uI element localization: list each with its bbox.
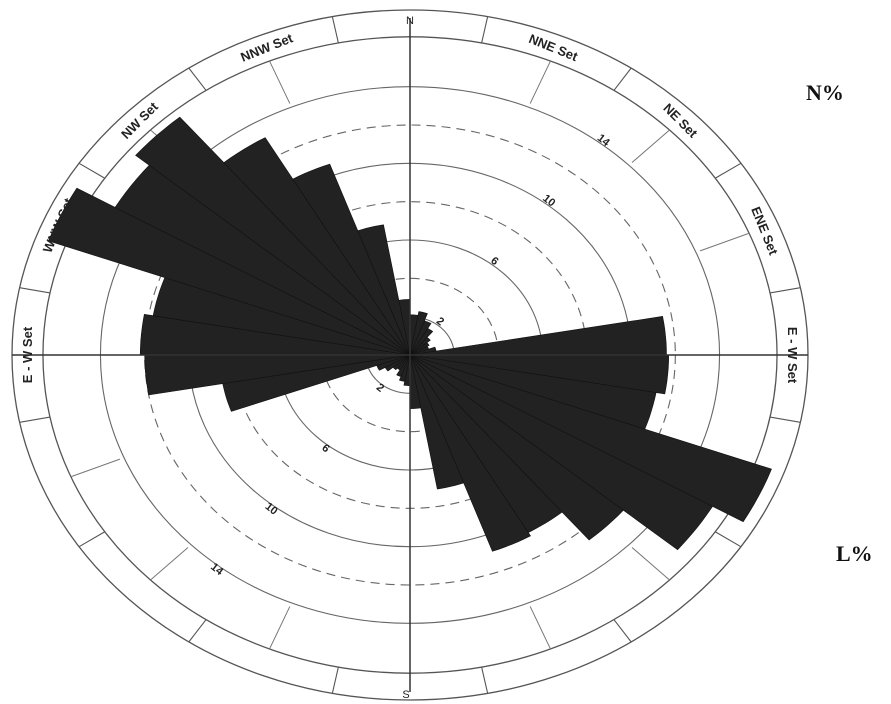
ring-label-upper: 14 — [595, 132, 613, 150]
side-label-top: N% — [806, 80, 844, 105]
tick-spoke — [529, 606, 551, 650]
tick-spoke — [631, 129, 670, 163]
ring-label-lower: 2 — [374, 382, 386, 395]
tick-spoke — [269, 60, 291, 104]
set-divider — [19, 416, 51, 423]
north-label: N — [406, 15, 414, 27]
set-label: NNE Set — [527, 31, 581, 64]
set-divider — [613, 67, 632, 91]
petal — [135, 116, 411, 356]
set-label: E - W Set — [20, 326, 35, 383]
petal — [357, 224, 411, 356]
set-divider — [331, 666, 339, 694]
tick-spoke — [269, 606, 291, 650]
petal — [222, 354, 411, 412]
tick-spoke — [699, 232, 750, 252]
set-divider — [769, 416, 801, 423]
petal — [409, 354, 563, 533]
set-label: ENE Set — [748, 205, 781, 258]
set-divider — [481, 666, 489, 694]
set-label: NE Set — [660, 100, 701, 141]
set-label: NNW Set — [238, 30, 295, 65]
petal — [409, 354, 657, 430]
petal — [409, 354, 772, 523]
tick-spoke — [70, 458, 121, 478]
ring-label-upper: 6 — [488, 255, 500, 268]
set-divider — [769, 287, 801, 294]
ring-label-lower: 6 — [319, 442, 331, 455]
petal — [409, 320, 432, 356]
set-divider — [714, 162, 742, 179]
ring-label-upper: 2 — [434, 315, 446, 328]
ring-label-lower: 14 — [208, 561, 226, 579]
petal — [409, 354, 714, 551]
set-label: NW Set — [118, 99, 161, 142]
set-divider — [78, 531, 106, 548]
cardinal-axes — [12, 18, 808, 692]
petal — [409, 354, 465, 490]
ring-label-lower: 10 — [263, 501, 280, 518]
set-divider — [714, 531, 742, 548]
tick-spoke — [631, 547, 670, 581]
petal — [409, 328, 434, 356]
petals — [48, 116, 772, 552]
petal — [223, 137, 411, 356]
petal — [409, 336, 431, 356]
petal — [409, 354, 531, 552]
petal — [144, 354, 411, 396]
south-label: S — [402, 689, 409, 701]
set-divider — [188, 619, 207, 643]
tick-spoke — [529, 60, 551, 104]
set-divider — [188, 67, 207, 91]
tick-spoke — [150, 547, 189, 581]
petal — [114, 164, 411, 356]
petal — [409, 354, 624, 541]
set-divider — [19, 287, 51, 294]
petal — [292, 163, 411, 356]
side-label-bottom: L% — [836, 541, 873, 566]
direction-labels: NS — [402, 15, 414, 701]
petal — [376, 354, 411, 371]
set-divider — [331, 16, 339, 44]
set-divider — [78, 162, 106, 179]
petal — [409, 316, 667, 356]
set-divider — [613, 619, 632, 643]
petal — [409, 342, 430, 356]
petal — [152, 277, 411, 356]
ring-label-upper: 10 — [540, 192, 557, 209]
petal — [48, 187, 411, 356]
set-divider — [481, 16, 489, 44]
set-label: E - W Set — [785, 327, 800, 384]
